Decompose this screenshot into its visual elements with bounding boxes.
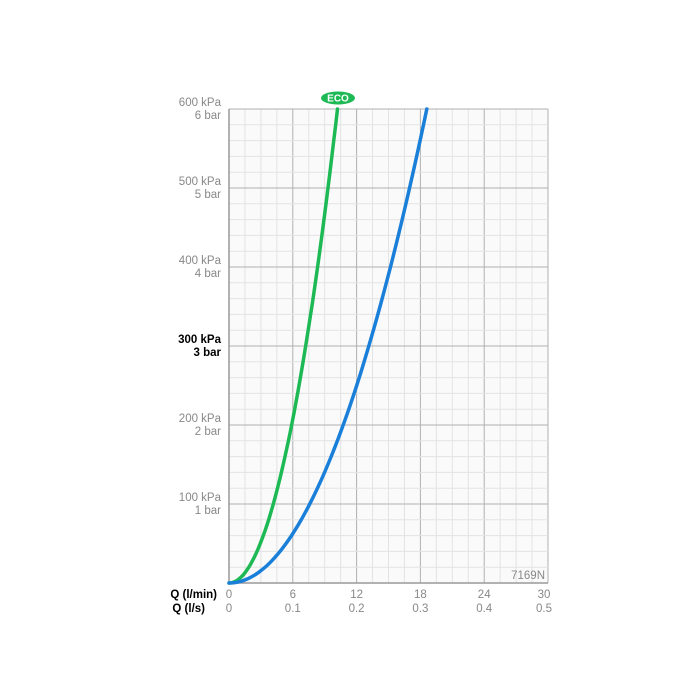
model-label: 7169N bbox=[511, 570, 545, 582]
series-lines bbox=[227, 107, 429, 585]
x-tick-label: 6 bbox=[290, 589, 296, 601]
y-tick-label-bar: 4 bar bbox=[195, 268, 221, 280]
standard-series-line bbox=[227, 107, 429, 585]
y-tick-label-kpa: 100 kPa bbox=[179, 492, 222, 504]
svg-text:ECO: ECO bbox=[327, 94, 349, 105]
x-tick-label-secondary: 0 bbox=[226, 603, 232, 615]
y-tick-label-bar: 3 bar bbox=[194, 347, 222, 359]
y-tick-label-kpa: 200 kPa bbox=[179, 413, 222, 425]
x-tick-label: 18 bbox=[414, 589, 427, 601]
x-tick-label-secondary: 0.5 bbox=[536, 603, 552, 615]
x-tick-label: 12 bbox=[350, 589, 363, 601]
x-tick-label: 30 bbox=[538, 589, 551, 601]
y-tick-label-bar: 2 bar bbox=[195, 426, 221, 438]
y-tick-label-kpa: 300 kPa bbox=[178, 334, 221, 346]
y-tick-label-bar: 6 bar bbox=[195, 110, 221, 122]
x-tick-label: 24 bbox=[478, 589, 491, 601]
x-axis-title: Q (l/min) bbox=[170, 589, 217, 601]
x-tick-label-secondary: 0.3 bbox=[412, 603, 428, 615]
y-tick-label-bar: 5 bar bbox=[195, 189, 221, 201]
x-tick-label-secondary: 0.2 bbox=[349, 603, 365, 615]
x-tick-label-secondary: 0.4 bbox=[476, 603, 493, 615]
y-tick-label-kpa: 600 kPa bbox=[179, 97, 222, 109]
y-tick-label-kpa: 400 kPa bbox=[179, 255, 222, 267]
eco-series-line bbox=[227, 107, 340, 585]
x-tick-label-secondary: 0.1 bbox=[285, 603, 301, 615]
grid bbox=[228, 108, 549, 584]
y-tick-label-bar: 1 bar bbox=[195, 505, 221, 517]
y-tick-label-kpa: 500 kPa bbox=[179, 176, 222, 188]
x-axis-labels: 0 0 6 0.1 12 0.2 18 0.3 24 0.4 30 0.5 bbox=[226, 589, 552, 615]
x-tick-label: 0 bbox=[226, 589, 232, 601]
x-axis-title-secondary: Q (l/s) bbox=[172, 603, 205, 615]
eco-badge: ECO bbox=[321, 91, 355, 105]
